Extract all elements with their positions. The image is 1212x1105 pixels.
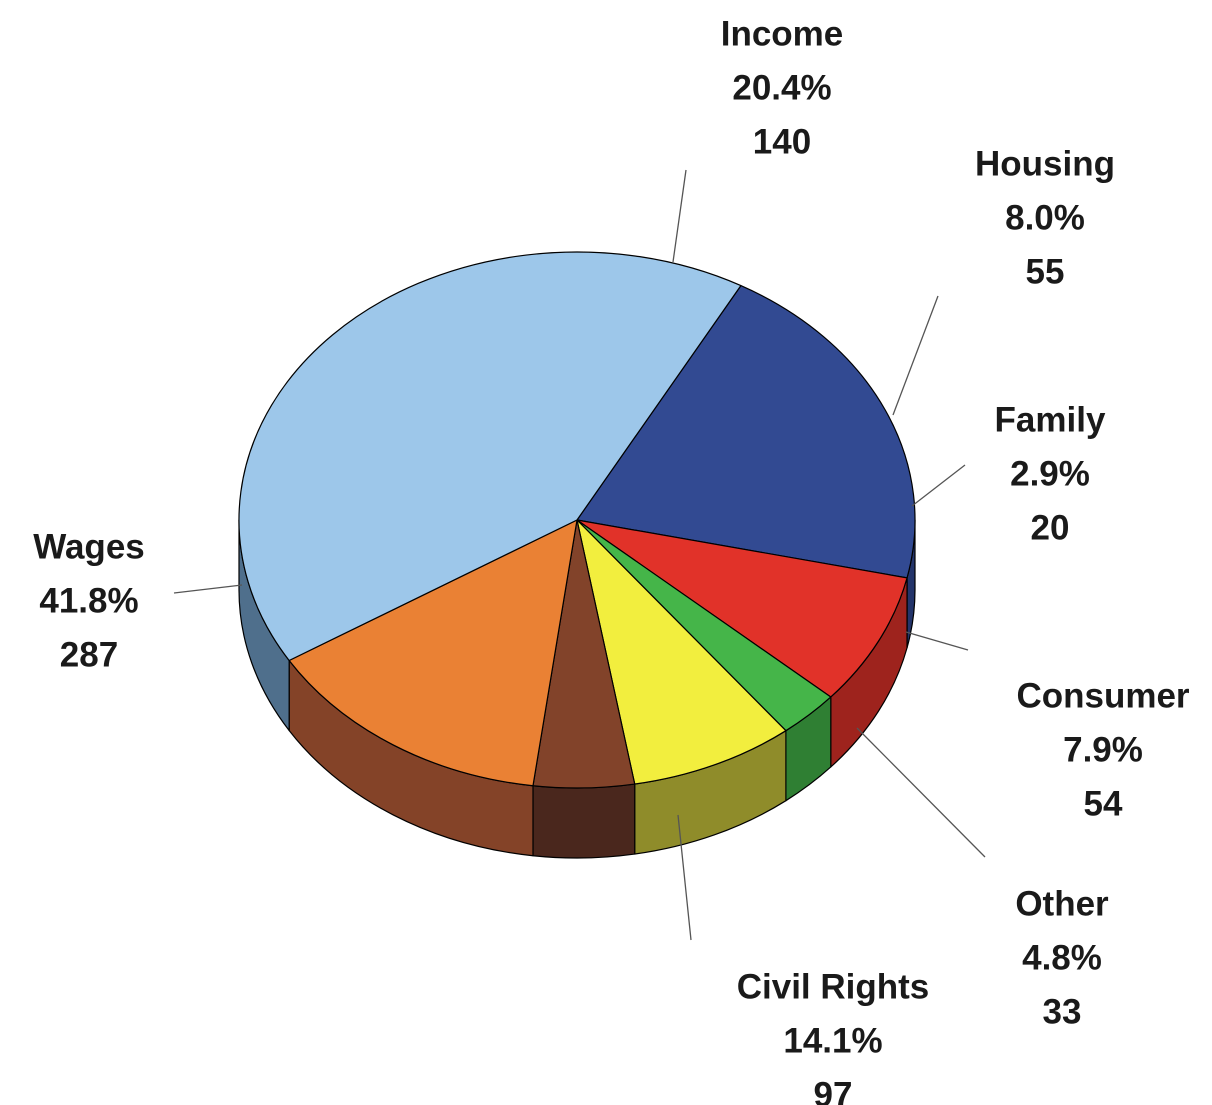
slice-name-family: Family	[995, 400, 1106, 439]
slice-value-family: 20	[1031, 508, 1070, 547]
slice-value-other: 33	[1043, 992, 1082, 1031]
slice-name-consumer: Consumer	[1016, 676, 1189, 715]
slice-income	[576, 285, 916, 579]
slice-civil-rights	[288, 519, 578, 787]
pie-top-layer	[238, 251, 916, 789]
slice-name-housing: Housing	[975, 144, 1115, 183]
slice-value-consumer: 54	[1084, 784, 1123, 823]
slice-housing	[576, 519, 908, 698]
slice-label-other: Other 4.8% 33	[1015, 884, 1109, 1031]
slice-percent-consumer: 7.9%	[1063, 730, 1143, 769]
leader-line-housing	[892, 295, 939, 416]
slice-label-income: Income 20.4% 140	[721, 14, 844, 161]
leader-line-other	[856, 727, 986, 858]
slice-value-wages: 287	[60, 635, 118, 674]
slice-percent-civil-rights: 14.1%	[783, 1021, 882, 1060]
leader-line-consumer	[905, 631, 969, 651]
slice-wages	[238, 251, 742, 662]
slice-label-wages: Wages 41.8% 287	[33, 527, 145, 674]
slice-name-income: Income	[721, 14, 844, 53]
leader-line-wages	[173, 584, 243, 594]
slice-percent-housing: 8.0%	[1005, 198, 1085, 237]
leader-line-family	[911, 464, 966, 507]
slice-percent-other: 4.8%	[1022, 938, 1102, 977]
slice-labels: Income 20.4% 140 Housing 8.0% 55 Family 2.9% 20 C…	[33, 14, 1190, 1105]
slice-name-other: Other	[1015, 884, 1109, 923]
leader-line-civil-rights	[677, 814, 692, 941]
slice-value-income: 140	[753, 122, 811, 161]
leader-lines	[173, 169, 986, 941]
slice-side-other	[532, 783, 636, 859]
slice-label-consumer: Consumer 7.9% 54	[1016, 676, 1189, 823]
slice-label-housing: Housing 8.0% 55	[975, 144, 1115, 291]
slice-name-civil-rights: Civil Rights	[737, 967, 930, 1006]
slice-label-civil-rights: Civil Rights 14.1% 97	[737, 967, 930, 1105]
slice-percent-family: 2.9%	[1010, 454, 1090, 493]
slice-percent-wages: 41.8%	[39, 581, 138, 620]
slice-value-civil-rights: 97	[814, 1075, 853, 1105]
slice-value-housing: 55	[1026, 252, 1065, 291]
leader-line-income	[672, 169, 687, 263]
pie-depth-layer	[238, 519, 916, 859]
slice-consumer	[576, 519, 787, 785]
slice-name-wages: Wages	[33, 527, 145, 566]
slice-percent-income: 20.4%	[732, 68, 831, 107]
slice-label-family: Family 2.9% 20	[995, 400, 1106, 547]
